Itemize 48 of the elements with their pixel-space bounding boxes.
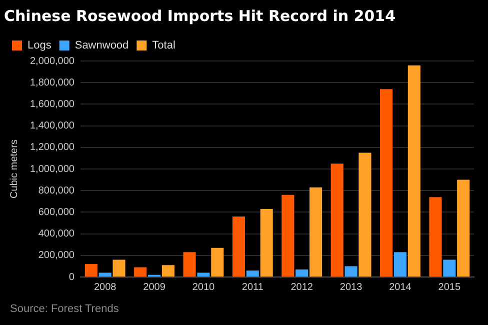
y-tick-label: 800,000 bbox=[38, 185, 75, 196]
bar bbox=[197, 272, 210, 276]
bar bbox=[457, 180, 470, 276]
y-tick-label: 0 bbox=[68, 272, 75, 283]
bar bbox=[246, 270, 259, 276]
y-tick-label: 1,800,000 bbox=[30, 77, 75, 88]
y-tick-label: 200,000 bbox=[38, 250, 75, 262]
bar bbox=[98, 272, 112, 276]
bar bbox=[408, 65, 420, 276]
bar bbox=[84, 264, 98, 276]
x-tick-label: 2010 bbox=[192, 282, 216, 293]
bar bbox=[429, 197, 442, 276]
bar bbox=[183, 252, 196, 276]
bar bbox=[211, 248, 224, 276]
bar bbox=[282, 194, 294, 276]
bar bbox=[232, 216, 245, 276]
x-tick-label: 2011 bbox=[242, 282, 264, 293]
y-tick-label: 600,000 bbox=[38, 206, 75, 218]
bar bbox=[112, 260, 126, 276]
y-tick-label: 1,600,000 bbox=[30, 98, 75, 110]
y-tick-label: 2,000,000 bbox=[30, 56, 75, 67]
y-tick-label: 400,000 bbox=[38, 228, 75, 240]
x-tick-label: 2009 bbox=[143, 282, 166, 293]
legend-label: Total bbox=[152, 40, 176, 52]
source-note: Source: Forest Trends bbox=[10, 303, 120, 315]
y-tick-label: 1,400,000 bbox=[30, 120, 75, 132]
bar bbox=[380, 89, 393, 276]
y-tick-label: 1,000,000 bbox=[30, 164, 75, 175]
x-tick-label: 2012 bbox=[290, 282, 314, 293]
bar bbox=[134, 267, 147, 276]
legend-label: Sawnwood bbox=[74, 40, 129, 52]
bar bbox=[310, 187, 322, 276]
bar bbox=[162, 265, 174, 276]
bar bbox=[443, 260, 456, 276]
bar bbox=[344, 266, 358, 276]
x-tick-label: 2008 bbox=[94, 282, 117, 293]
y-tick-label: 1,200,000 bbox=[30, 142, 75, 154]
x-tick-label: 2014 bbox=[389, 282, 412, 293]
bar bbox=[358, 152, 372, 276]
bar bbox=[296, 269, 308, 276]
bar bbox=[260, 208, 273, 276]
chart-title: Chinese Rosewood Imports Hit Record in 2014 bbox=[4, 6, 396, 25]
bar bbox=[394, 252, 406, 276]
x-tick-label: 2015 bbox=[438, 282, 461, 293]
y-axis-title: Cubic meters bbox=[8, 140, 20, 198]
legend-label: Logs bbox=[28, 40, 52, 52]
bar bbox=[330, 164, 344, 276]
x-tick-label: 2013 bbox=[340, 282, 363, 293]
